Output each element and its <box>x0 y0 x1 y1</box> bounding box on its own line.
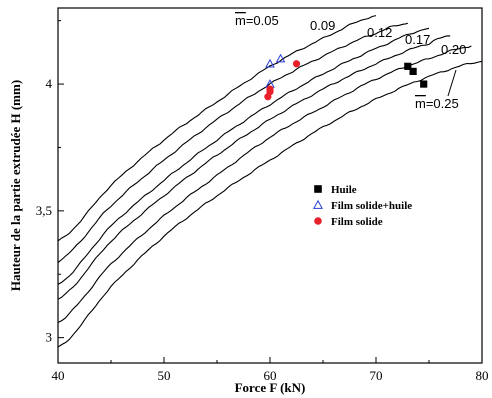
x-tick-label: 60 <box>264 368 277 383</box>
legend-label: Film solide <box>331 216 383 228</box>
curve-line <box>57 22 408 264</box>
x-tick-label: 50 <box>158 368 171 383</box>
curve-line <box>57 35 451 300</box>
plot-frame <box>57 7 483 364</box>
curve-label: 0.09 <box>310 18 335 33</box>
x-axis-label: Force F (kN) <box>235 380 306 395</box>
y-tick-label: 3,5 <box>36 203 52 218</box>
y-tick-label: 3 <box>46 330 53 345</box>
curve-line <box>57 27 430 285</box>
y-tick-label: 4 <box>46 76 53 91</box>
y-axis-ticks: 33,54 <box>36 20 64 345</box>
huile-point <box>314 185 322 193</box>
curve-label: 0.12 <box>367 25 392 40</box>
x-tick-label: 70 <box>370 368 383 383</box>
curves-group <box>57 15 483 348</box>
huile-point <box>404 62 412 70</box>
points-group <box>264 53 428 101</box>
curve-label: m=0.05 <box>235 13 279 28</box>
x-tick-label: 80 <box>476 368 489 383</box>
huile-point <box>420 80 428 88</box>
film-solide-huile-point <box>312 199 324 209</box>
film-solide-point <box>264 93 272 101</box>
x-axis-ticks: 40 50 60 70 80 <box>52 357 489 383</box>
film-solide-huile-point <box>275 53 286 63</box>
curve-line <box>57 60 483 348</box>
legend-label: Huile <box>331 184 357 196</box>
y-axis-label: Hauteur de la partie extrudée H (mm) <box>8 80 23 291</box>
legend-label: Film solide+huile <box>331 200 412 212</box>
film-solide-point <box>314 217 322 225</box>
legend: Huile Film solide+huile Film solide <box>312 184 412 228</box>
film-solide-point <box>292 60 301 68</box>
x-tick-label: 40 <box>52 368 65 383</box>
curve-label: 0.17 <box>405 32 430 47</box>
curve-line <box>57 15 377 242</box>
huile-point <box>409 67 417 75</box>
curve-label: 0.20 <box>441 42 466 57</box>
curve-label-leader <box>447 69 457 97</box>
film-solide-huile-point <box>265 58 275 68</box>
curve-label: m=0.25 <box>415 96 459 111</box>
curve-labels-group: m=0.05 0.09 0.12 0.17 0.20 m=0.25 <box>235 13 466 111</box>
